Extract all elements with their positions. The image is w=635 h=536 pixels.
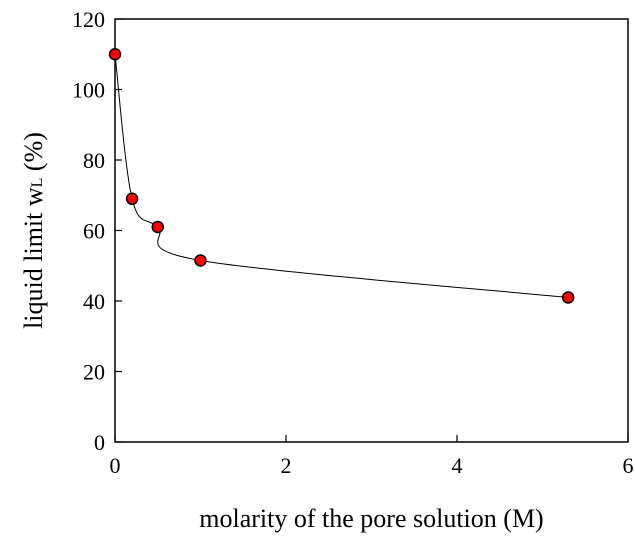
y-tick-label: 20 bbox=[83, 360, 105, 385]
y-tick-label: 120 bbox=[72, 7, 105, 32]
y-axis-title-main: liquid limit w bbox=[19, 187, 48, 329]
data-point bbox=[108, 48, 122, 61]
x-tick-label: 6 bbox=[623, 453, 634, 478]
tick-marks bbox=[114, 18, 629, 443]
plot-area-frame bbox=[114, 18, 629, 443]
x-axis-title: molarity of the pore solution (M) bbox=[199, 504, 543, 533]
y-tick-label: 100 bbox=[72, 78, 105, 103]
y-tick-label: 0 bbox=[94, 430, 105, 455]
x-tick-label: 4 bbox=[452, 453, 463, 478]
y-axis-title-subscript: L bbox=[29, 178, 46, 188]
y-axis-title-suffix: (%) bbox=[19, 132, 48, 177]
data-points bbox=[108, 48, 575, 304]
x-tick-label: 0 bbox=[110, 453, 121, 478]
data-point bbox=[561, 291, 575, 304]
y-tick-label: 60 bbox=[83, 219, 105, 244]
data-point bbox=[125, 192, 139, 206]
data-point bbox=[151, 220, 164, 234]
y-tick-label: 80 bbox=[83, 148, 105, 173]
y-axis-title: liquid limit wL (%) bbox=[19, 132, 48, 329]
data-point bbox=[194, 254, 207, 267]
x-tick-label: 2 bbox=[281, 453, 292, 478]
y-tick-label: 40 bbox=[83, 289, 105, 314]
series-curve bbox=[114, 54, 569, 298]
